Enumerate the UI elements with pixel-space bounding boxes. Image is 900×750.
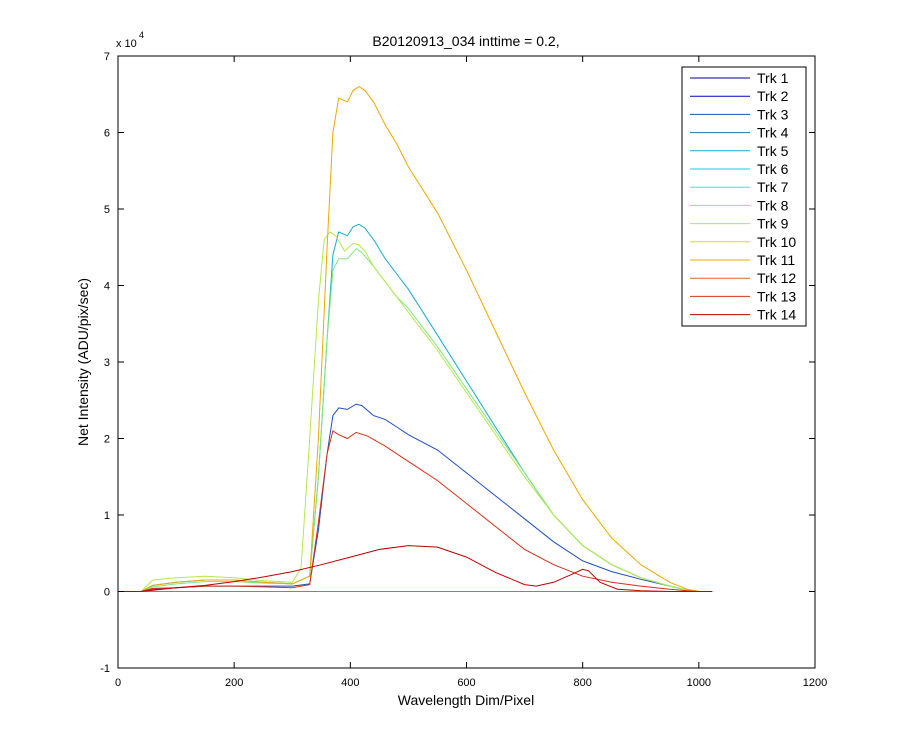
x-tick-label: 200 <box>225 677 243 689</box>
legend-label: Trk 9 <box>757 216 789 232</box>
series-layer <box>118 86 713 592</box>
legend-label: Trk 7 <box>757 179 789 195</box>
y-tick-label: 3 <box>104 357 110 369</box>
chart-title: B20120913_034 inttime = 0.2, <box>372 33 559 49</box>
x-axis-label: Wavelength Dim/Pixel <box>398 692 534 708</box>
x-tick-label: 0 <box>115 677 121 689</box>
x-axis-ticks: 0 200 400 600 800 1000 1200 <box>115 56 827 689</box>
legend-label: Trk 4 <box>757 125 789 141</box>
legend-label: Trk 11 <box>757 252 795 268</box>
legend-label: Trk 5 <box>757 143 789 159</box>
x-tick-label: 800 <box>573 677 591 689</box>
legend-items: Trk 1 Trk 2 Trk 3 Trk 4 Trk 5 Trk 6 Trk 7 Trk 8… <box>690 70 796 323</box>
y-tick-label: 0 <box>104 587 110 599</box>
legend-label: Trk 12 <box>757 270 796 286</box>
legend-label: Trk 2 <box>757 88 789 104</box>
legend-label: Trk 1 <box>757 70 789 86</box>
y-tick-label: 7 <box>104 51 110 63</box>
y-axis-ticks: -1 0 1 2 3 4 5 6 7 <box>100 51 815 675</box>
legend-box <box>681 66 807 327</box>
y-tick-label: 2 <box>104 434 110 446</box>
series-line-trk-14 <box>118 545 713 592</box>
legend-label: Trk 13 <box>757 288 796 304</box>
x-tick-label: 1000 <box>687 677 711 689</box>
x-tick-label: 600 <box>457 677 475 689</box>
y-tick-label: 4 <box>104 281 110 293</box>
y-tick-label: -1 <box>100 663 110 675</box>
series-line-trk-13 <box>118 430 713 592</box>
x-tick-label: 1200 <box>803 677 827 689</box>
y-tick-label: 5 <box>104 204 110 216</box>
legend: Trk 1 Trk 2 Trk 3 Trk 4 Trk 5 Trk 6 Trk 7 Trk 8… <box>681 66 807 327</box>
legend-label: Trk 10 <box>757 234 796 250</box>
y-exponent-multiplier: x 10 <box>116 38 137 50</box>
x-tick-label: 400 <box>341 677 359 689</box>
legend-label: Trk 6 <box>757 161 789 177</box>
legend-label: Trk 3 <box>757 106 789 122</box>
y-exponent-power: 4 <box>139 30 144 40</box>
series-line-trk-11 <box>118 86 713 592</box>
legend-label: Trk 8 <box>757 197 789 213</box>
y-tick-label: 6 <box>104 128 110 140</box>
legend-label: Trk 14 <box>757 307 796 323</box>
y-tick-label: 1 <box>104 510 110 522</box>
y-axis-label: Net Intensity (ADU/pix/sec) <box>75 278 91 446</box>
